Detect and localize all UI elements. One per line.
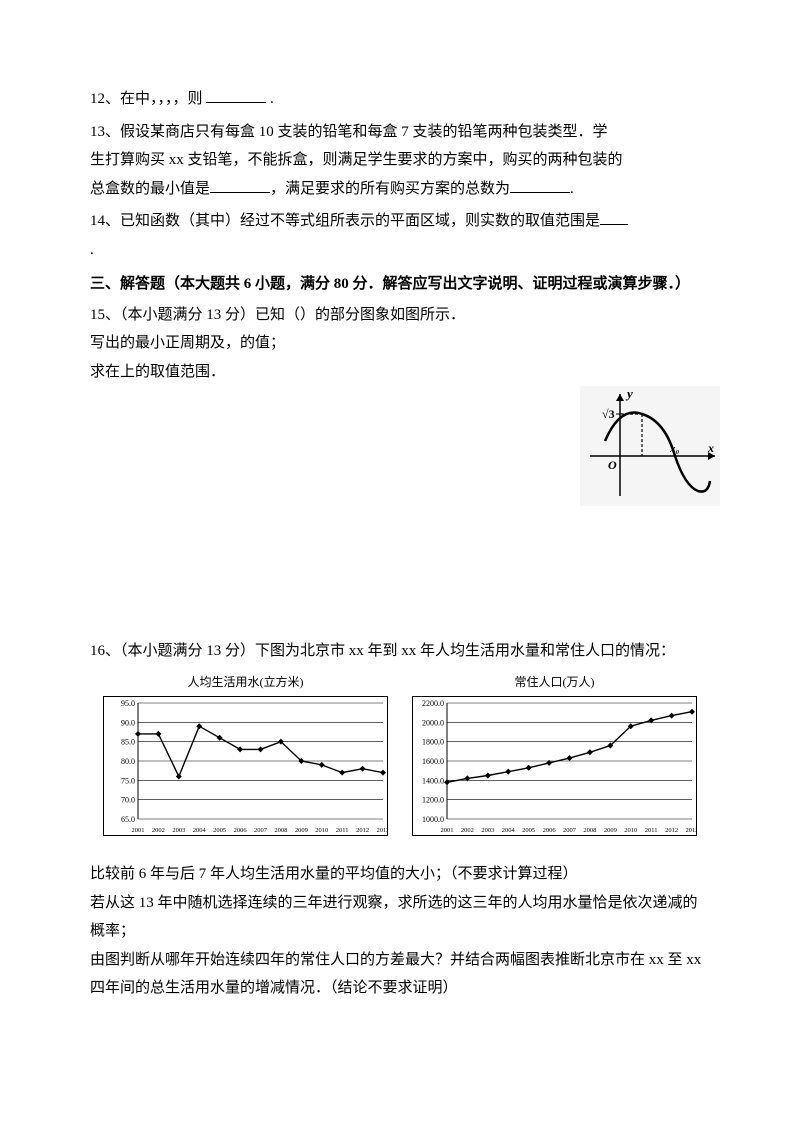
chart-2-svg: 1000.0 1200.0 1400.0 1600.0 1800.0 2000.0 2200… <box>412 696 697 836</box>
svg-text:80.0: 80.0 <box>121 757 135 766</box>
svg-text:2012: 2012 <box>665 827 678 834</box>
svg-text:2012: 2012 <box>356 827 369 834</box>
q13-blank-2 <box>510 178 570 193</box>
svg-text:75.0: 75.0 <box>121 776 135 785</box>
question-15: 15、（本小题满分 13 分）已知（）的部分图象如图所示． 写出的最小正周期及，… <box>90 301 710 387</box>
q15-line1: 15、（本小题满分 13 分）已知（）的部分图象如图所示． <box>90 301 710 330</box>
svg-text:85.0: 85.0 <box>121 737 135 746</box>
q16-p1: 比较前 6 年与后 7 年人均生活用水量的平均值的大小；（不要求计算过程） <box>90 860 710 889</box>
chart-1-title: 人均生活用水(立方米) <box>103 671 388 694</box>
question-14: 14、已知函数（其中）经过不等式组所表示的平面区域，则实数的取值范围是 . <box>90 207 710 264</box>
q15-line3: 求在上的取值范围． <box>90 358 710 387</box>
svg-text:2000.0: 2000.0 <box>422 718 444 727</box>
sine-x0: x₀ <box>669 443 680 455</box>
chart-1-box: 人均生活用水(立方米) 65.0 70.0 75.0 80.0 85.0 90.0 95.0… <box>103 671 388 846</box>
sine-y-label: y <box>625 386 633 401</box>
question-16-parts: 比较前 6 年与后 7 年人均生活用水量的平均值的大小；（不要求计算过程） 若从… <box>90 860 710 1003</box>
sine-graph: y √3 O x₀ x <box>580 386 720 517</box>
question-16: 16、（本小题满分 13 分）下图为北京市 xx 年到 xx 年人均生活用水量和… <box>90 637 710 666</box>
svg-text:2011: 2011 <box>645 827 658 834</box>
svg-text:2006: 2006 <box>543 827 557 834</box>
svg-text:2009: 2009 <box>604 827 617 834</box>
charts-row: 人均生活用水(立方米) 65.0 70.0 75.0 80.0 85.0 90.0 95.0… <box>90 671 710 846</box>
q12-text: 12、在中，，，，则 <box>90 91 203 107</box>
svg-text:2005: 2005 <box>213 827 226 834</box>
svg-text:2008: 2008 <box>583 827 596 834</box>
sine-origin: O <box>608 458 617 472</box>
svg-text:2013: 2013 <box>377 827 389 834</box>
svg-text:2007: 2007 <box>563 827 577 834</box>
sine-svg: y √3 O x₀ x <box>580 386 720 506</box>
chart-2-title: 常住人口(万人) <box>412 671 697 694</box>
section-3-title: 三、解答题（本大题共 6 小题，满分 80 分．解答应写出文字说明、证明过程或演… <box>90 270 710 299</box>
q14-blank <box>600 210 628 225</box>
q13-blank-1 <box>210 178 270 193</box>
svg-text:2011: 2011 <box>336 827 349 834</box>
svg-text:2002: 2002 <box>461 827 474 834</box>
svg-text:2010: 2010 <box>624 827 637 834</box>
q12-blank <box>206 88 266 103</box>
q14-line2: . <box>90 236 710 265</box>
question-13: 13、假设某商店只有每盒 10 支装的铅笔和每盒 7 支装的铅笔两种包装类型．学… <box>90 118 710 204</box>
q13-line1: 13、假设某商店只有每盒 10 支装的铅笔和每盒 7 支装的铅笔两种包装类型．学 <box>90 118 710 147</box>
svg-text:2007: 2007 <box>254 827 268 834</box>
chart-2-box: 常住人口(万人) 1000.0 1200.0 1400.0 1600.0 1800.0 2… <box>412 671 697 846</box>
svg-text:65.0: 65.0 <box>121 815 135 824</box>
svg-text:2013: 2013 <box>686 827 698 834</box>
svg-text:1400.0: 1400.0 <box>422 776 444 785</box>
svg-text:2009: 2009 <box>295 827 308 834</box>
svg-text:2003: 2003 <box>172 827 185 834</box>
sine-x-label: x <box>707 441 714 455</box>
q16-p2: 若从这 13 年中随机选择连续的三年进行观察，求所选的这三年的人均用水量恰是依次… <box>90 889 710 946</box>
svg-text:2001: 2001 <box>132 827 145 834</box>
svg-text:1000.0: 1000.0 <box>422 815 444 824</box>
svg-text:1200.0: 1200.0 <box>422 795 444 804</box>
svg-text:1600.0: 1600.0 <box>422 757 444 766</box>
svg-text:2002: 2002 <box>152 827 165 834</box>
q13-line2: 生打算购买 xx 支铅笔，不能拆盒，则满足学生要求的方案中，购买的两种包装的 <box>90 146 710 175</box>
q14-line1: 14、已知函数（其中）经过不等式组所表示的平面区域，则实数的取值范围是 <box>90 213 600 229</box>
q15-line2: 写出的最小正周期及，的值； <box>90 329 710 358</box>
q12-tail: . <box>270 91 274 107</box>
svg-text:2006: 2006 <box>234 827 248 834</box>
chart-1-svg: 65.0 70.0 75.0 80.0 85.0 90.0 95.0 2001 2002 2003… <box>103 696 388 836</box>
svg-text:2004: 2004 <box>502 827 516 834</box>
svg-text:2003: 2003 <box>481 827 494 834</box>
svg-text:70.0: 70.0 <box>121 795 135 804</box>
q16-intro: 16、（本小题满分 13 分）下图为北京市 xx 年到 xx 年人均生活用水量和… <box>90 637 710 666</box>
svg-text:2010: 2010 <box>315 827 328 834</box>
svg-text:1800.0: 1800.0 <box>422 737 444 746</box>
svg-text:2004: 2004 <box>193 827 207 834</box>
sine-y-tick: √3 <box>602 407 615 421</box>
svg-text:2001: 2001 <box>441 827 454 834</box>
svg-text:2005: 2005 <box>522 827 535 834</box>
svg-text:95.0: 95.0 <box>121 699 135 708</box>
question-12: 12、在中，，，，则 . <box>90 85 710 114</box>
q13-line3: 总盒数的最小值是，满足要求的所有购买方案的总数为. <box>90 175 710 204</box>
q16-p3: 由图判断从哪年开始连续四年的常住人口的方差最大？并结合两幅图表推断北京市在 xx… <box>90 946 710 1003</box>
svg-text:90.0: 90.0 <box>121 718 135 727</box>
svg-text:2008: 2008 <box>274 827 287 834</box>
svg-text:2200.0: 2200.0 <box>422 699 444 708</box>
